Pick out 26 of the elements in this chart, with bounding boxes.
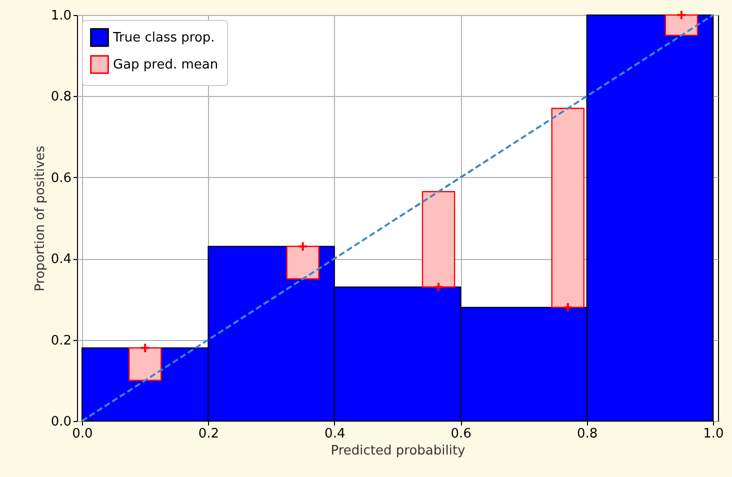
- point: [433, 282, 444, 292]
- x-tick-label: 0.4: [324, 426, 346, 442]
- x-tick-label: 0.6: [450, 426, 472, 442]
- bar: [286, 246, 320, 280]
- point: [676, 10, 687, 20]
- legend-label: Gap pred. mean: [113, 58, 218, 72]
- point: [562, 302, 574, 313]
- x-axis-title: Predicted probability: [330, 444, 466, 458]
- y-tick-label: 1.0: [50, 8, 72, 24]
- y-tick-label: 0.6: [50, 170, 72, 186]
- x-tick-label: 0.8: [576, 426, 598, 442]
- y-tick-label: 0.4: [50, 252, 72, 268]
- y-tick-label: 0.0: [50, 414, 72, 430]
- point: [298, 241, 308, 252]
- x-tick-label: 0.0: [72, 426, 93, 442]
- y-axis-title: Proportion of positives: [32, 145, 48, 292]
- bar: [551, 108, 584, 308]
- bar: [422, 191, 456, 288]
- y-tick-label: 0.2: [50, 333, 72, 348]
- bar: [128, 347, 162, 381]
- x-tick-label: 1.0: [703, 426, 724, 442]
- bar: [664, 14, 698, 36]
- legend-label: True class prop.: [112, 30, 215, 46]
- point: [140, 342, 150, 354]
- x-tick-label: 0.2: [198, 426, 220, 442]
- y-tick-label: 0.8: [50, 90, 72, 105]
